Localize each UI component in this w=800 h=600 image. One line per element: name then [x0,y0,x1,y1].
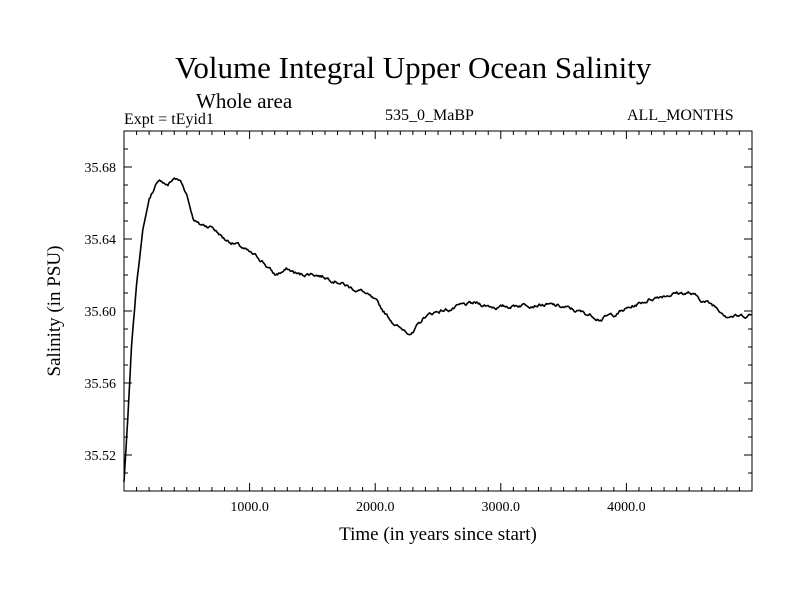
experiment-name: 535_0_MaBP [385,107,474,124]
experiment-label: Expt = tEyid1 [124,111,214,128]
chart-title: Volume Integral Upper Ocean Salinity [175,50,652,85]
axis-tick-labels: 1000.0 2000.0 3000.0 4000.0 35.52 35.56 35.60 3… [85,161,646,515]
x-tick-label: 3000.0 [482,500,521,515]
y-tick-label: 35.60 [85,305,117,320]
x-tick-label: 2000.0 [356,500,395,515]
chart-subtitle: Whole area [196,89,293,113]
period-label: ALL_MONTHS [627,107,734,124]
y-tick-label: 35.52 [85,449,117,464]
y-tick-label: 35.64 [85,233,117,248]
plot-frame [123,130,753,492]
axis-ticks [124,131,752,491]
x-axis-label: Time (in years since start) [339,524,537,545]
x-tick-label: 1000.0 [230,500,269,515]
y-axis-label: Salinity (in PSU) [44,246,65,377]
series-line-salinity [123,177,752,482]
y-tick-label: 35.56 [85,377,117,392]
y-tick-label: 35.68 [85,161,117,176]
x-tick-label: 4000.0 [607,500,646,515]
